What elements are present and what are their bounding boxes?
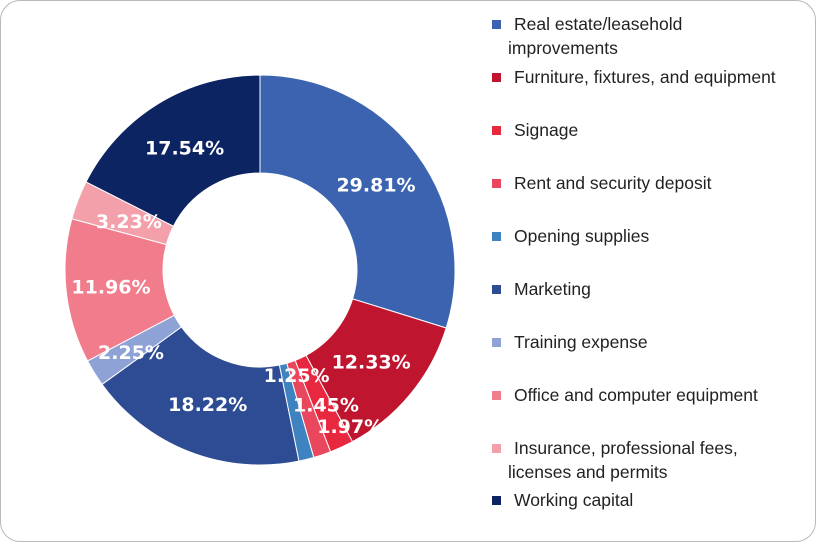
legend-item: Working capital [492, 488, 807, 512]
slice-value-label: 2.25% [98, 342, 164, 364]
legend-label: Real estate/leasehold [514, 14, 683, 34]
legend-swatch [492, 338, 501, 347]
legend-label-continued: licenses and permits [508, 462, 668, 482]
legend-swatch [492, 20, 501, 29]
slice-value-label: 12.33% [332, 352, 411, 374]
legend-item: Furniture, fixtures, and equipment [492, 65, 807, 89]
legend-label: Furniture, fixtures, and equipment [514, 67, 776, 87]
legend-label: Working capital [514, 490, 634, 510]
legend-swatch [492, 285, 501, 294]
legend-item: Opening supplies [492, 224, 807, 248]
slice-value-label: 3.23% [96, 211, 162, 233]
legend-label: Signage [514, 120, 579, 140]
donut-slice [259, 74, 456, 329]
legend-swatch [492, 232, 501, 241]
legend-item: Training expense [492, 330, 807, 354]
slice-value-label: 1.45% [293, 395, 359, 417]
donut-chart: 29.81% 12.33% 1.97%1.45% 1.25% 18.22% 2.25% 11… [64, 74, 456, 466]
legend-label: Office and computer equipment [514, 385, 758, 405]
legend-label-continued: improvements [508, 38, 618, 58]
donut-slice [85, 74, 261, 227]
legend-label: Rent and security deposit [514, 173, 712, 193]
legend-item: Real estate/leasehold improvements [492, 12, 807, 60]
legend-swatch [492, 391, 501, 400]
slice-value-label: 29.81% [336, 175, 415, 197]
legend-label: Training expense [514, 332, 648, 352]
slice-value-label: 18.22% [168, 394, 247, 416]
slice-value-label: 1.97% [317, 416, 383, 438]
legend-item: Marketing [492, 277, 807, 301]
legend-label: Opening supplies [514, 226, 650, 246]
chart-legend: Real estate/leasehold improvements Furnitu… [492, 0, 812, 540]
legend-item: Rent and security deposit [492, 171, 807, 195]
legend-swatch [492, 126, 501, 135]
slice-value-label: 17.54% [145, 137, 224, 159]
legend-swatch [492, 496, 501, 505]
legend-item: Office and computer equipment [492, 383, 807, 407]
legend-swatch [492, 444, 501, 453]
legend-item: Insurance, professional fees, licenses an… [492, 436, 807, 484]
legend-item: Signage [492, 118, 807, 142]
slice-value-label: 11.96% [71, 276, 150, 298]
legend-swatch [492, 179, 501, 188]
donut-slice [101, 326, 300, 466]
legend-label: Insurance, professional fees, [514, 438, 738, 458]
legend-swatch [492, 73, 501, 82]
legend-label: Marketing [514, 279, 591, 299]
slice-value-label: 1.25% [264, 365, 330, 387]
